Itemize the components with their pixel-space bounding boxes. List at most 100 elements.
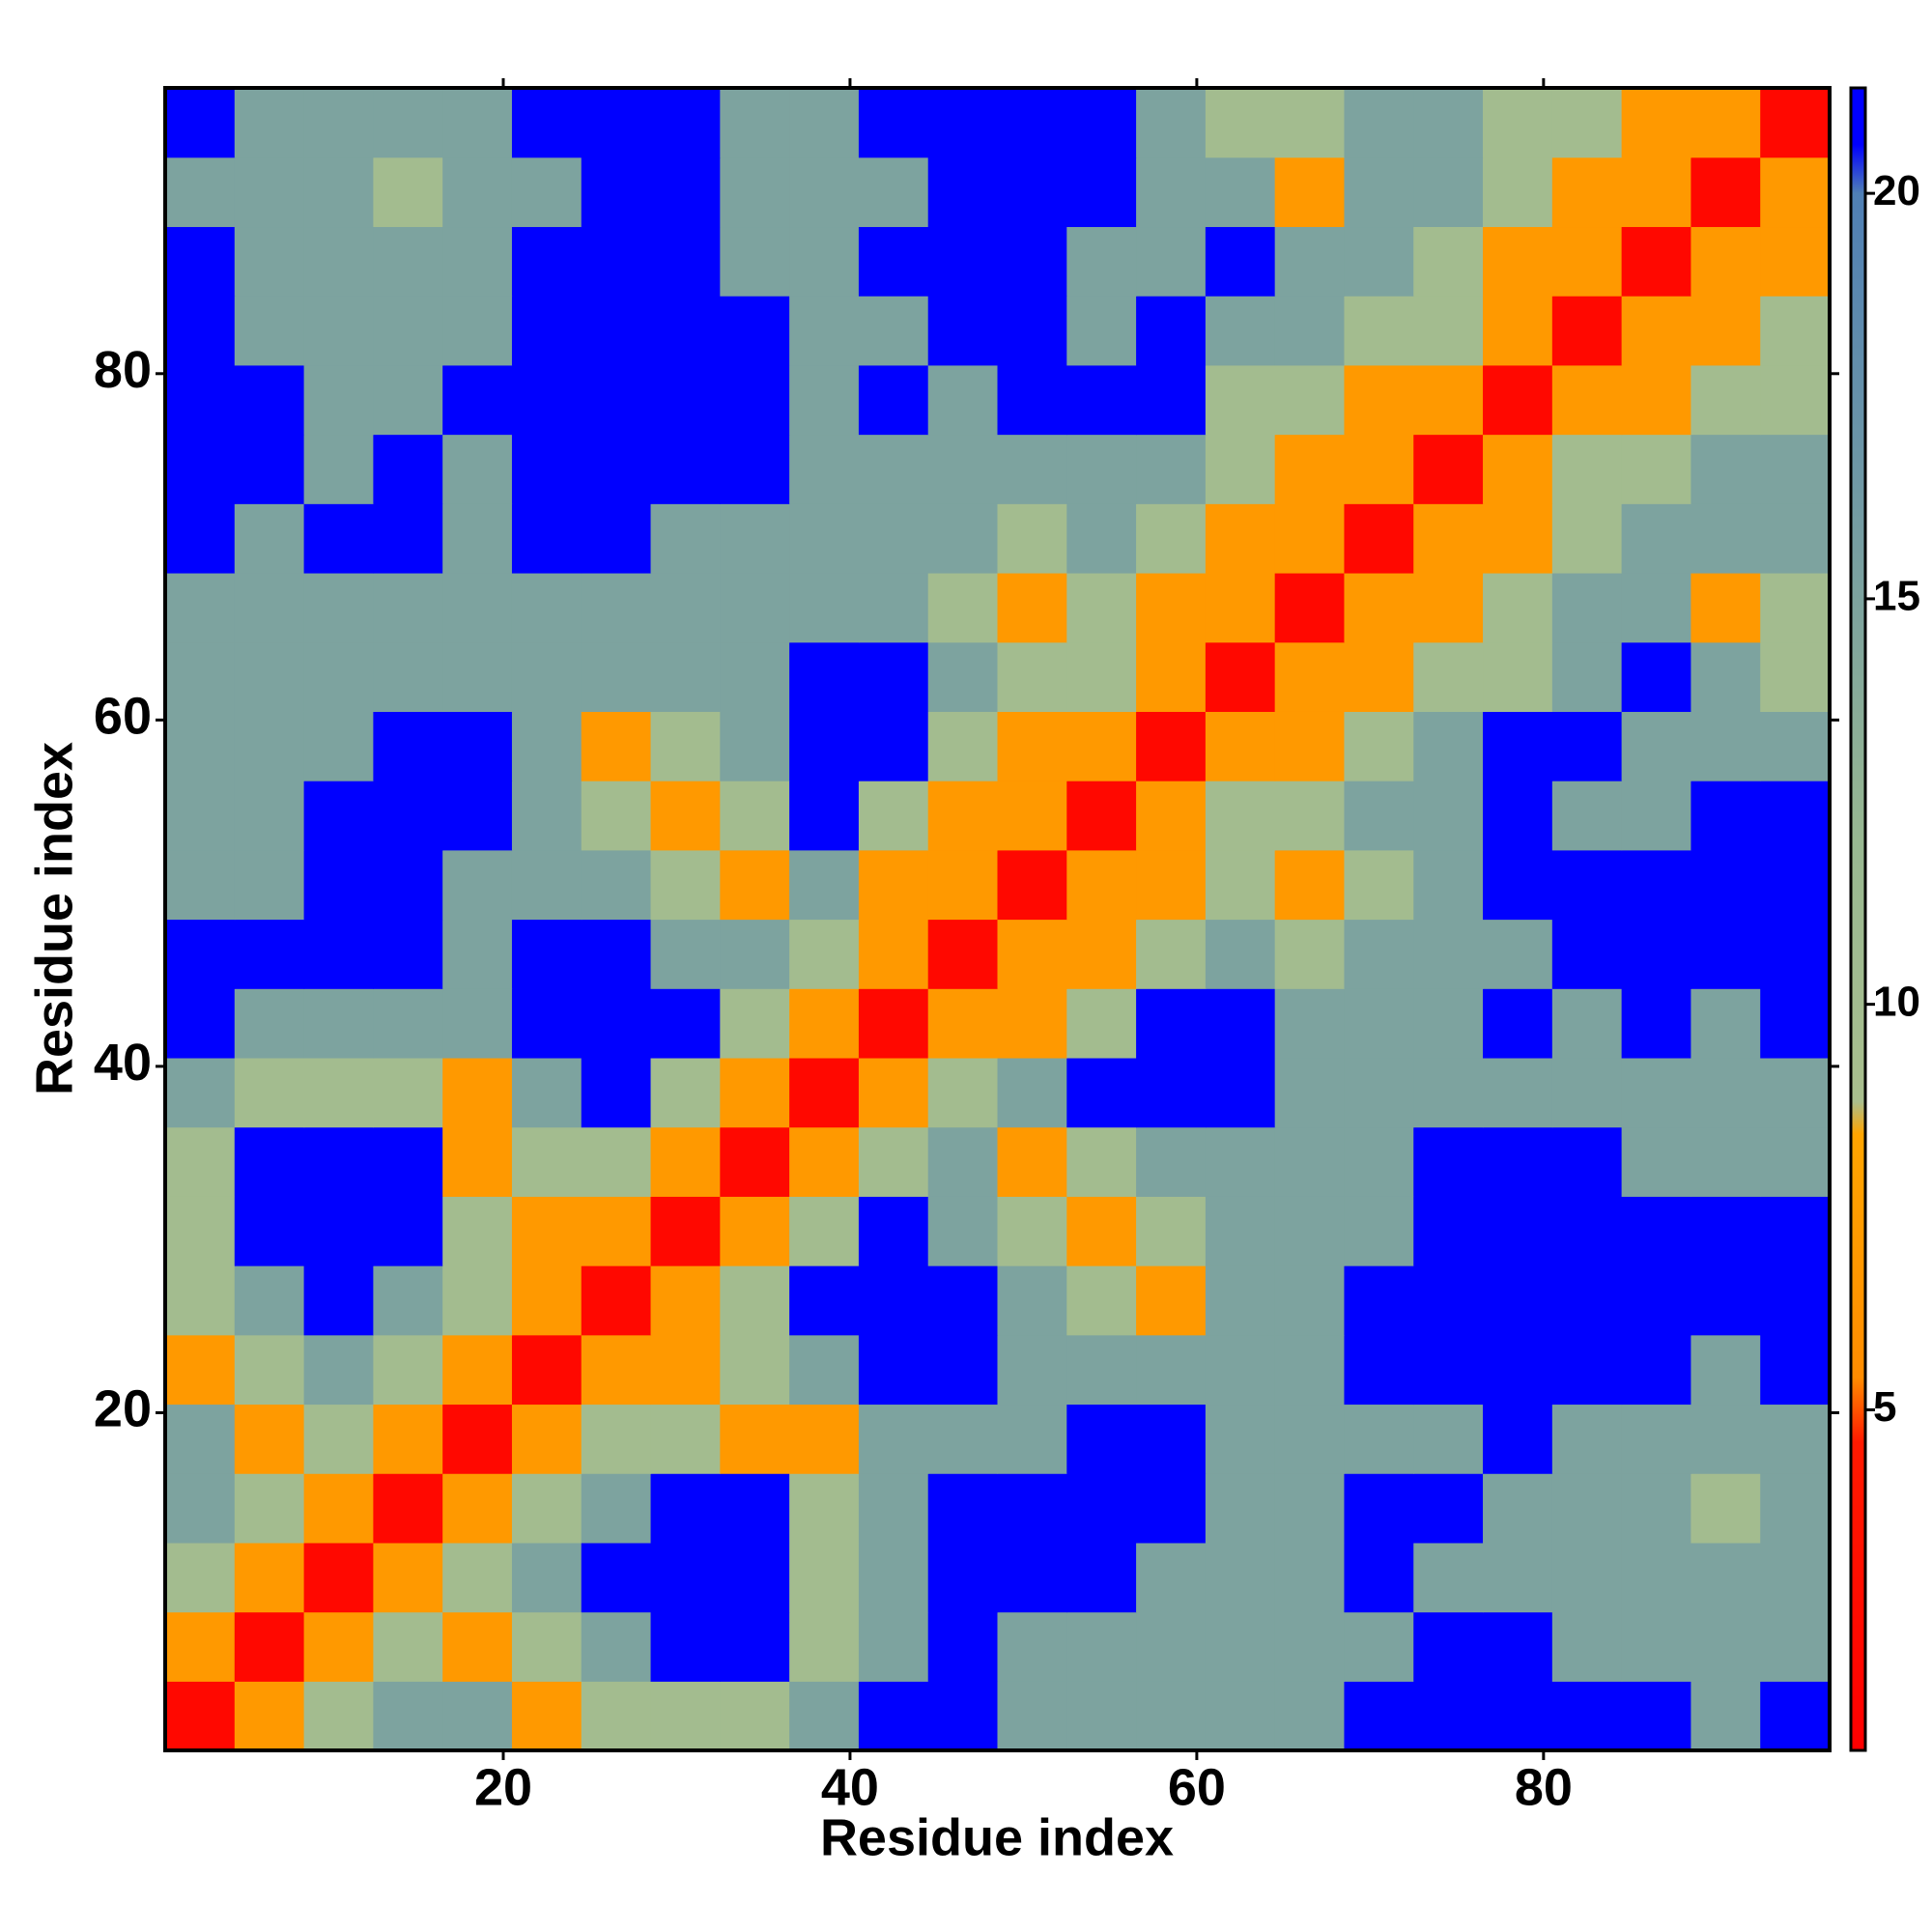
- cell: [1344, 364, 1414, 436]
- cell: [511, 1057, 582, 1128]
- cell: [1274, 1334, 1346, 1406]
- cell: [1413, 503, 1484, 574]
- cell: [511, 1473, 582, 1544]
- cell: [442, 849, 513, 921]
- cell: [1413, 641, 1484, 712]
- cell: [1690, 88, 1761, 158]
- cell: [650, 1334, 721, 1406]
- cell: [1551, 919, 1623, 989]
- cell: [1483, 296, 1553, 366]
- cell: [1621, 1196, 1692, 1266]
- cell: [720, 1611, 790, 1682]
- cell: [1344, 919, 1414, 989]
- cell: [442, 711, 513, 781]
- cell: [1066, 434, 1137, 504]
- cell: [1274, 1473, 1346, 1544]
- cell: [720, 572, 790, 643]
- cell: [1621, 434, 1692, 504]
- cell: [789, 988, 860, 1059]
- cell: [1205, 919, 1276, 989]
- cell: [720, 988, 790, 1059]
- cell: [165, 572, 236, 643]
- cell: [303, 296, 374, 366]
- cell: [581, 781, 652, 851]
- cell: [1621, 1404, 1692, 1474]
- cell: [1205, 988, 1276, 1059]
- cell: [927, 849, 999, 921]
- cell: [303, 1057, 374, 1128]
- cell: [1066, 226, 1137, 297]
- cell: [1344, 1126, 1414, 1197]
- cell: [1274, 1681, 1346, 1751]
- cell: [1413, 88, 1484, 158]
- cell: [303, 1611, 374, 1682]
- cell: [511, 434, 582, 504]
- cell: [789, 364, 860, 436]
- cell: [997, 1473, 1067, 1544]
- cell: [1760, 1611, 1831, 1682]
- cell: [997, 1404, 1067, 1474]
- cell: [1413, 1196, 1484, 1266]
- cell: [511, 1681, 582, 1751]
- cell: [303, 1265, 374, 1336]
- cell: [303, 988, 374, 1059]
- cell: [373, 1057, 443, 1128]
- cell: [1413, 226, 1484, 297]
- cell: [997, 1681, 1067, 1751]
- cell: [1413, 988, 1484, 1059]
- cell: [1690, 1404, 1761, 1474]
- cell: [234, 711, 305, 781]
- cell: [1413, 1681, 1484, 1751]
- cell: [1551, 364, 1623, 436]
- cell: [1274, 919, 1346, 989]
- cell: [1690, 1611, 1761, 1682]
- cell: [511, 849, 582, 921]
- cell: [1205, 1126, 1276, 1197]
- cell: [1274, 503, 1346, 574]
- cell: [650, 1126, 721, 1197]
- cell: [1136, 226, 1207, 297]
- cell: [1690, 1057, 1761, 1128]
- cell: [1136, 1473, 1207, 1544]
- cell: [303, 781, 374, 851]
- cell: [927, 226, 999, 297]
- cell: [442, 1611, 513, 1682]
- cell: [1690, 1334, 1761, 1406]
- cell: [442, 781, 513, 851]
- cell: [1066, 1611, 1137, 1682]
- cell: [927, 1611, 999, 1682]
- cell: [442, 641, 513, 712]
- cell: [1760, 1473, 1831, 1544]
- cell: [927, 1681, 999, 1751]
- cell: [234, 781, 305, 851]
- cell: [373, 572, 443, 643]
- cell: [720, 1265, 790, 1336]
- cell: [1551, 711, 1623, 781]
- cell: [1760, 1196, 1831, 1266]
- cell: [720, 919, 790, 989]
- cell: [1483, 849, 1553, 921]
- cell: [1413, 156, 1484, 228]
- cell: [1760, 156, 1831, 228]
- heatmap: [165, 88, 1831, 1751]
- cell: [1274, 988, 1346, 1059]
- cell: [303, 503, 374, 574]
- cell: [1136, 1126, 1207, 1197]
- cell: [1690, 1681, 1761, 1751]
- cell: [720, 781, 790, 851]
- cell: [1483, 781, 1553, 851]
- cell: [511, 711, 582, 781]
- cell: [511, 226, 582, 297]
- cell: [789, 1196, 860, 1266]
- cell: [858, 572, 929, 643]
- cell: [720, 711, 790, 781]
- cell: [442, 988, 513, 1059]
- cell: [1690, 364, 1761, 436]
- cell: [1136, 781, 1207, 851]
- cell: [858, 711, 929, 781]
- x-axis-title: Residue index: [820, 1808, 1174, 1866]
- cell: [1066, 919, 1137, 989]
- cell: [1483, 1334, 1553, 1406]
- cell: [1483, 1611, 1553, 1682]
